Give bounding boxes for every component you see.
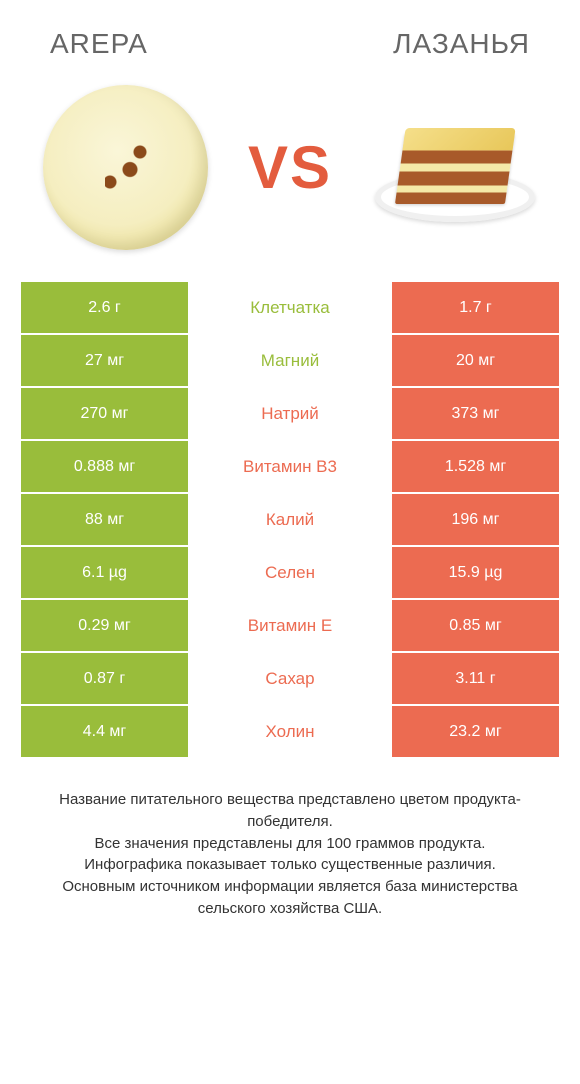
table-row: 270 мгНатрий373 мг	[21, 388, 559, 441]
nutrient-label: Витамин E	[188, 600, 392, 653]
arepa-icon	[43, 85, 208, 250]
nutrient-label: Магний	[188, 335, 392, 388]
value-right: 1.7 г	[392, 282, 559, 335]
footnote-line: Все значения представлены для 100 граммо…	[30, 833, 550, 855]
title-right: Лазанья	[393, 28, 530, 60]
nutrient-label: Холин	[188, 706, 392, 759]
value-right: 20 мг	[392, 335, 559, 388]
value-left: 0.29 мг	[21, 600, 188, 653]
lasagna-icon	[375, 112, 535, 222]
value-right: 15.9 µg	[392, 547, 559, 600]
title-left: Arepa	[50, 28, 148, 60]
value-right: 0.85 мг	[392, 600, 559, 653]
footnote-line: Инфографика показывает только существенн…	[30, 854, 550, 876]
nutrient-label: Калий	[188, 494, 392, 547]
footnote-line: Название питательного вещества представл…	[30, 789, 550, 833]
value-left: 27 мг	[21, 335, 188, 388]
value-right: 196 мг	[392, 494, 559, 547]
vs-label: VS	[248, 133, 332, 202]
value-left: 88 мг	[21, 494, 188, 547]
table-row: 4.4 мгХолин23.2 мг	[21, 706, 559, 759]
value-right: 23.2 мг	[392, 706, 559, 759]
nutrient-label: Витамин B3	[188, 441, 392, 494]
food-image-right	[370, 82, 540, 252]
value-right: 1.528 мг	[392, 441, 559, 494]
table-row: 6.1 µgСелен15.9 µg	[21, 547, 559, 600]
table-row: 2.6 гКлетчатка1.7 г	[21, 282, 559, 335]
nutrient-label: Сахар	[188, 653, 392, 706]
value-left: 0.888 мг	[21, 441, 188, 494]
table-row: 0.29 мгВитамин E0.85 мг	[21, 600, 559, 653]
value-left: 270 мг	[21, 388, 188, 441]
nutrient-label: Клетчатка	[188, 282, 392, 335]
table-row: 88 мгКалий196 мг	[21, 494, 559, 547]
footnote-text: Название питательного вещества представл…	[0, 759, 580, 920]
food-image-left	[40, 82, 210, 252]
value-right: 3.11 г	[392, 653, 559, 706]
value-left: 0.87 г	[21, 653, 188, 706]
value-right: 373 мг	[392, 388, 559, 441]
table-row: 0.87 гСахар3.11 г	[21, 653, 559, 706]
nutrient-table: 2.6 гКлетчатка1.7 г27 мгМагний20 мг270 м…	[21, 282, 559, 759]
table-row: 0.888 мгВитамин B31.528 мг	[21, 441, 559, 494]
vs-row: VS	[0, 72, 580, 282]
value-left: 2.6 г	[21, 282, 188, 335]
header: Arepa Лазанья	[0, 0, 580, 72]
value-left: 6.1 µg	[21, 547, 188, 600]
nutrient-label: Селен	[188, 547, 392, 600]
table-row: 27 мгМагний20 мг	[21, 335, 559, 388]
footnote-line: Основным источником информации является …	[30, 876, 550, 920]
nutrient-label: Натрий	[188, 388, 392, 441]
value-left: 4.4 мг	[21, 706, 188, 759]
